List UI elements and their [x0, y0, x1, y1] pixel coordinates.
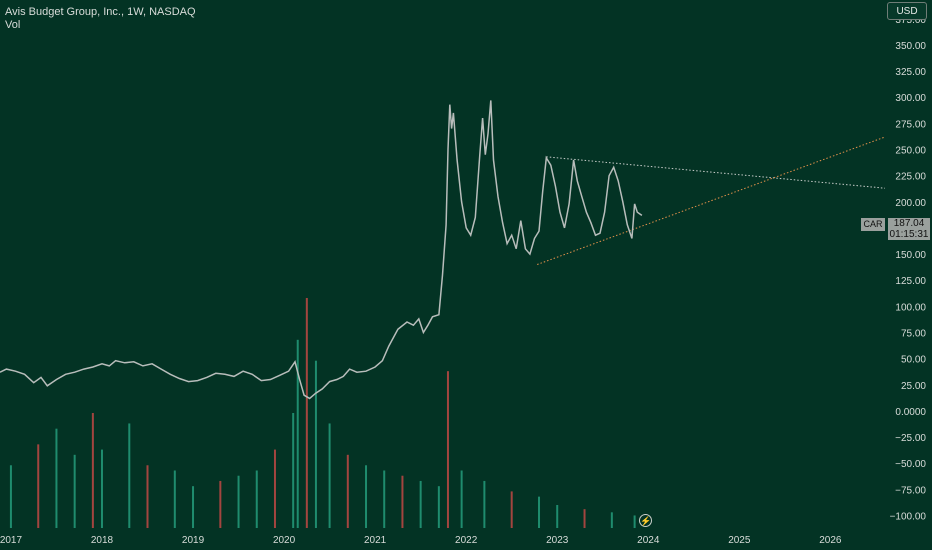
volume-bar [255, 470, 258, 528]
countdown: 01:15:31 [889, 229, 929, 240]
x-tick-label: 2022 [455, 535, 478, 546]
chart-title: Avis Budget Group, Inc., 1W, NASDAQ [5, 6, 196, 18]
volume-bar [556, 504, 559, 528]
volume-bar [633, 515, 636, 528]
volume-bar [292, 412, 295, 528]
resistance-trendline[interactable] [546, 156, 886, 189]
volume-bar [128, 423, 131, 528]
volume-bar [192, 486, 195, 528]
x-tick-label: 2020 [273, 535, 296, 546]
volume-bar [296, 339, 299, 528]
y-tick-label: 75.00 [901, 328, 926, 339]
volume-bar [37, 444, 40, 528]
y-tick-label: −75.00 [895, 485, 926, 496]
y-tick-label: 225.00 [895, 172, 926, 183]
volume-bar [91, 412, 94, 528]
x-tick-label: 2021 [364, 535, 387, 546]
volume-bar [146, 465, 149, 528]
y-tick-label: 100.00 [895, 302, 926, 313]
volume-bar [73, 454, 76, 528]
volume-bar [401, 475, 404, 528]
volume-bar [446, 371, 449, 528]
volume-bar [173, 470, 176, 528]
volume-bar [273, 449, 276, 528]
volume-bar [9, 465, 12, 528]
y-tick-label: 150.00 [895, 250, 926, 261]
volume-bar [510, 491, 513, 528]
y-tick-label: 300.00 [895, 93, 926, 104]
y-tick-label: 0.0000 [895, 407, 926, 418]
y-tick-label: 200.00 [895, 198, 926, 209]
volume-label: Vol [5, 19, 21, 31]
volume-bar [314, 360, 317, 528]
volume-bar [328, 423, 331, 528]
y-tick-label: −50.00 [895, 459, 926, 470]
currency-button[interactable]: USD [887, 2, 927, 20]
volume-bar [346, 454, 349, 528]
x-tick-label: 2018 [91, 535, 114, 546]
volume-bar [305, 297, 308, 528]
y-tick-label: 125.00 [895, 276, 926, 287]
volume-bar [419, 480, 422, 528]
y-tick-label: −100.00 [890, 511, 927, 522]
price-value: 187.04 [893, 218, 925, 229]
volume-bar [383, 470, 386, 528]
volume-bar [483, 480, 486, 528]
volume-bar [583, 509, 586, 528]
y-tick-label: 50.00 [901, 355, 926, 366]
price-line [0, 100, 643, 400]
volume-bar [100, 449, 103, 528]
volume-bar [55, 428, 58, 528]
ticker-tag: CAR [861, 218, 885, 231]
x-tick-label: 2019 [182, 535, 205, 546]
volume-bars [9, 297, 636, 528]
x-axis: 2017 2018 2019 2020 2021 2022 2023 2024 2025 2026 [0, 535, 842, 546]
y-tick-label: −25.00 [895, 433, 926, 444]
volume-bar [610, 512, 613, 528]
volume-bar [237, 475, 240, 528]
y-axis: 375.00 350.00 325.00 300.00 275.00 250.00 225.… [890, 15, 927, 523]
y-tick-label: 25.00 [901, 381, 926, 392]
y-tick-label: 350.00 [895, 41, 926, 52]
volume-bar [365, 465, 368, 528]
x-tick-label: 2026 [819, 535, 842, 546]
y-tick-label: 325.00 [895, 67, 926, 78]
y-tick-label: 250.00 [895, 146, 926, 157]
volume-bar [219, 480, 222, 528]
price-tag: 187.04 01:15:31 [888, 218, 930, 240]
x-tick-label: 2025 [728, 535, 751, 546]
volume-bar [437, 486, 440, 528]
volume-bar [538, 496, 541, 528]
lightning-bolt-icon[interactable]: ⚡ [639, 514, 652, 527]
volume-bar [460, 470, 463, 528]
x-tick-label: 2024 [637, 535, 660, 546]
support-trendline[interactable] [537, 136, 886, 265]
x-tick-label: 2017 [0, 535, 22, 546]
y-tick-label: 375.00 [895, 15, 926, 26]
y-tick-label: 275.00 [895, 119, 926, 130]
x-tick-label: 2023 [546, 535, 569, 546]
trendlines [537, 136, 886, 265]
